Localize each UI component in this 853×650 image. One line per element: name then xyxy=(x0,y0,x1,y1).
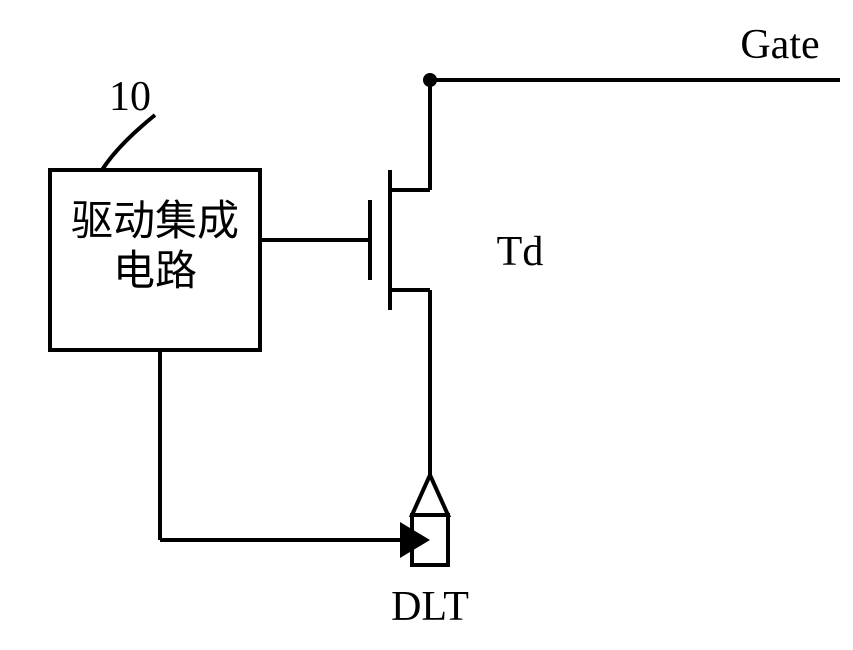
transistor-label: Td xyxy=(497,229,544,275)
block-text-line1: 驱动集成 xyxy=(71,199,239,245)
block-text-line2: 电路 xyxy=(113,249,197,295)
circuit-diagram: Gate 10 驱动集成 电路 Td DLT xyxy=(0,0,853,650)
dlt-label: DLT xyxy=(391,584,469,630)
ref-leader xyxy=(102,115,155,170)
ref-number: 10 xyxy=(109,74,151,120)
ctrl-arrowhead xyxy=(400,522,430,558)
gate-label: Gate xyxy=(740,22,819,68)
dlt-tip xyxy=(412,475,448,515)
